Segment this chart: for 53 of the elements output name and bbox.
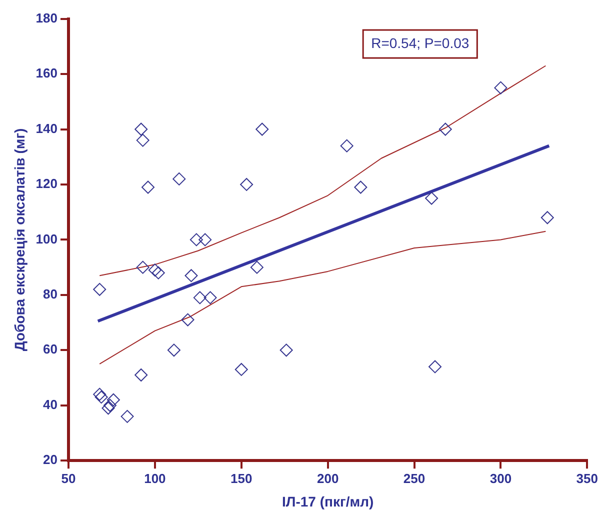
point xyxy=(340,139,354,152)
point xyxy=(93,282,106,296)
y-tick-label: 120 xyxy=(36,176,58,192)
point xyxy=(540,211,554,224)
y-tick-label: 40 xyxy=(43,396,58,412)
y-tick-label: 100 xyxy=(36,231,58,246)
point xyxy=(134,368,148,382)
point xyxy=(438,122,452,136)
point xyxy=(106,393,120,406)
point xyxy=(103,398,116,412)
point xyxy=(250,260,264,274)
point xyxy=(428,360,442,374)
point xyxy=(136,260,150,274)
point xyxy=(172,172,186,186)
x-tick-label: 350 xyxy=(576,470,598,486)
point xyxy=(354,180,368,194)
point xyxy=(240,178,254,191)
y-tick-label: 180 xyxy=(36,10,58,26)
point xyxy=(280,344,293,357)
point xyxy=(184,269,198,282)
point xyxy=(152,266,165,280)
point xyxy=(136,134,150,147)
point xyxy=(494,81,508,94)
y-tick-label: 160 xyxy=(36,66,58,81)
x-tick-label: 150 xyxy=(230,470,252,486)
point xyxy=(94,390,108,404)
point xyxy=(167,344,180,357)
point xyxy=(181,313,194,326)
point xyxy=(425,192,438,205)
y-axis-title: Добова екскреція оксалатів (мг) xyxy=(11,128,28,352)
y-tick-label: 140 xyxy=(36,120,58,136)
y-tick-label: 20 xyxy=(43,452,58,468)
x-tick-label: 200 xyxy=(316,470,339,486)
point xyxy=(198,233,212,246)
x-axis-title: ІЛ-17 (пкг/мл) xyxy=(282,493,374,510)
point xyxy=(142,180,155,194)
x-tick-label: 100 xyxy=(144,470,166,486)
x-tick-label: 300 xyxy=(490,470,512,486)
point xyxy=(120,410,134,423)
point xyxy=(102,402,115,415)
x-tick-label: 250 xyxy=(403,470,426,486)
point xyxy=(190,233,203,246)
annotation: R=0.54; P=0.03 xyxy=(371,34,470,51)
y-tick-label: 80 xyxy=(43,286,58,302)
point xyxy=(193,291,206,304)
y-tick-label: 60 xyxy=(43,342,58,357)
point xyxy=(234,362,248,376)
point xyxy=(148,264,162,277)
point xyxy=(93,388,106,401)
x-tick-label: 50 xyxy=(61,470,76,486)
point xyxy=(256,122,269,136)
point xyxy=(204,291,217,304)
point xyxy=(134,122,148,136)
